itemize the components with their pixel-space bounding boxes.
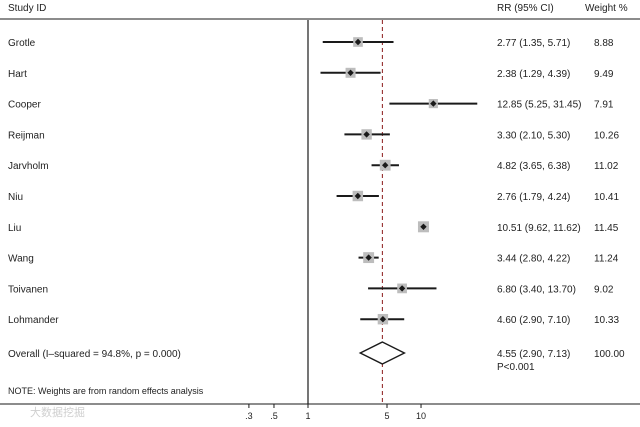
study-point-estimate xyxy=(398,285,406,292)
study-weight: 9.02 xyxy=(594,284,614,295)
study-weight: 11.45 xyxy=(594,223,619,234)
study-rr-ci: 3.44 (2.80, 4.22) xyxy=(497,254,570,265)
study-point-estimate xyxy=(347,69,354,76)
study-rr-ci: 2.38 (1.29, 4.39) xyxy=(497,69,570,80)
study-point-estimate xyxy=(363,131,370,138)
study-weight: 7.91 xyxy=(594,100,614,111)
study-name: Lohmander xyxy=(8,315,59,326)
study-weight: 8.88 xyxy=(594,38,614,49)
study-name: Niu xyxy=(8,192,23,203)
x-tick-label: 1 xyxy=(305,411,310,421)
study-point-estimate xyxy=(354,38,362,46)
overall-p-value: P<0.001 xyxy=(497,362,535,373)
study-name: Wang xyxy=(8,254,34,265)
study-weight: 11.24 xyxy=(594,254,619,265)
study-name: Liu xyxy=(8,223,21,234)
study-name: Grotle xyxy=(8,38,36,49)
x-tick-label: .5 xyxy=(270,411,278,421)
study-weight: 11.02 xyxy=(594,161,619,172)
study-weight: 10.26 xyxy=(594,130,619,141)
overall-diamond xyxy=(358,341,406,365)
study-name: Jarvholm xyxy=(8,161,49,172)
study-name: Cooper xyxy=(8,100,41,111)
study-rr-ci: 4.82 (3.65, 6.38) xyxy=(497,161,570,172)
watermark: 大数据挖掘 xyxy=(30,405,85,419)
study-name: Hart xyxy=(8,69,27,80)
x-tick-label: 5 xyxy=(384,411,389,421)
study-point-estimate xyxy=(354,192,362,200)
study-name: Toivanen xyxy=(8,284,48,295)
overall-weight: 100.00 xyxy=(594,349,625,360)
study-point-estimate xyxy=(379,316,387,323)
study-rows: Grotle 2.77 (1.35, 5.71) 8.88 Hart 2.38 (1.2… xyxy=(8,20,625,421)
overall-label: Overall (I–squared = 94.8%, p = 0.000) xyxy=(8,349,181,360)
study-rr-ci: 4.60 (2.90, 7.10) xyxy=(497,315,570,326)
header-rr-ci: RR (95% CI) xyxy=(497,3,554,14)
study-weight: 9.49 xyxy=(594,69,614,80)
header-study-id: Study ID xyxy=(8,3,46,14)
study-rr-ci: 10.51 (9.62, 11.62) xyxy=(497,223,581,234)
study-rr-ci: 2.77 (1.35, 5.71) xyxy=(497,38,570,49)
study-rr-ci: 6.80 (3.40, 13.70) xyxy=(497,284,576,295)
study-rr-ci: 2.76 (1.79, 4.24) xyxy=(497,192,570,203)
study-weight: 10.41 xyxy=(594,192,619,203)
study-name: Reijman xyxy=(8,130,45,141)
study-point-estimate xyxy=(382,162,389,169)
study-point-estimate xyxy=(430,100,437,107)
study-weight: 10.33 xyxy=(594,315,619,326)
study-point-estimate xyxy=(420,223,427,230)
study-point-estimate xyxy=(365,254,372,261)
header-weight: Weight % xyxy=(585,3,628,14)
study-rr-ci: 12.85 (5.25, 31.45) xyxy=(497,100,582,111)
overall-rr-ci: 4.55 (2.90, 7.13) xyxy=(497,349,570,360)
x-tick-label: .3 xyxy=(245,411,253,421)
weights-note: NOTE: Weights are from random effects an… xyxy=(8,386,204,396)
study-rr-ci: 3.30 (2.10, 5.30) xyxy=(497,130,570,141)
x-tick-label: 10 xyxy=(416,411,426,421)
